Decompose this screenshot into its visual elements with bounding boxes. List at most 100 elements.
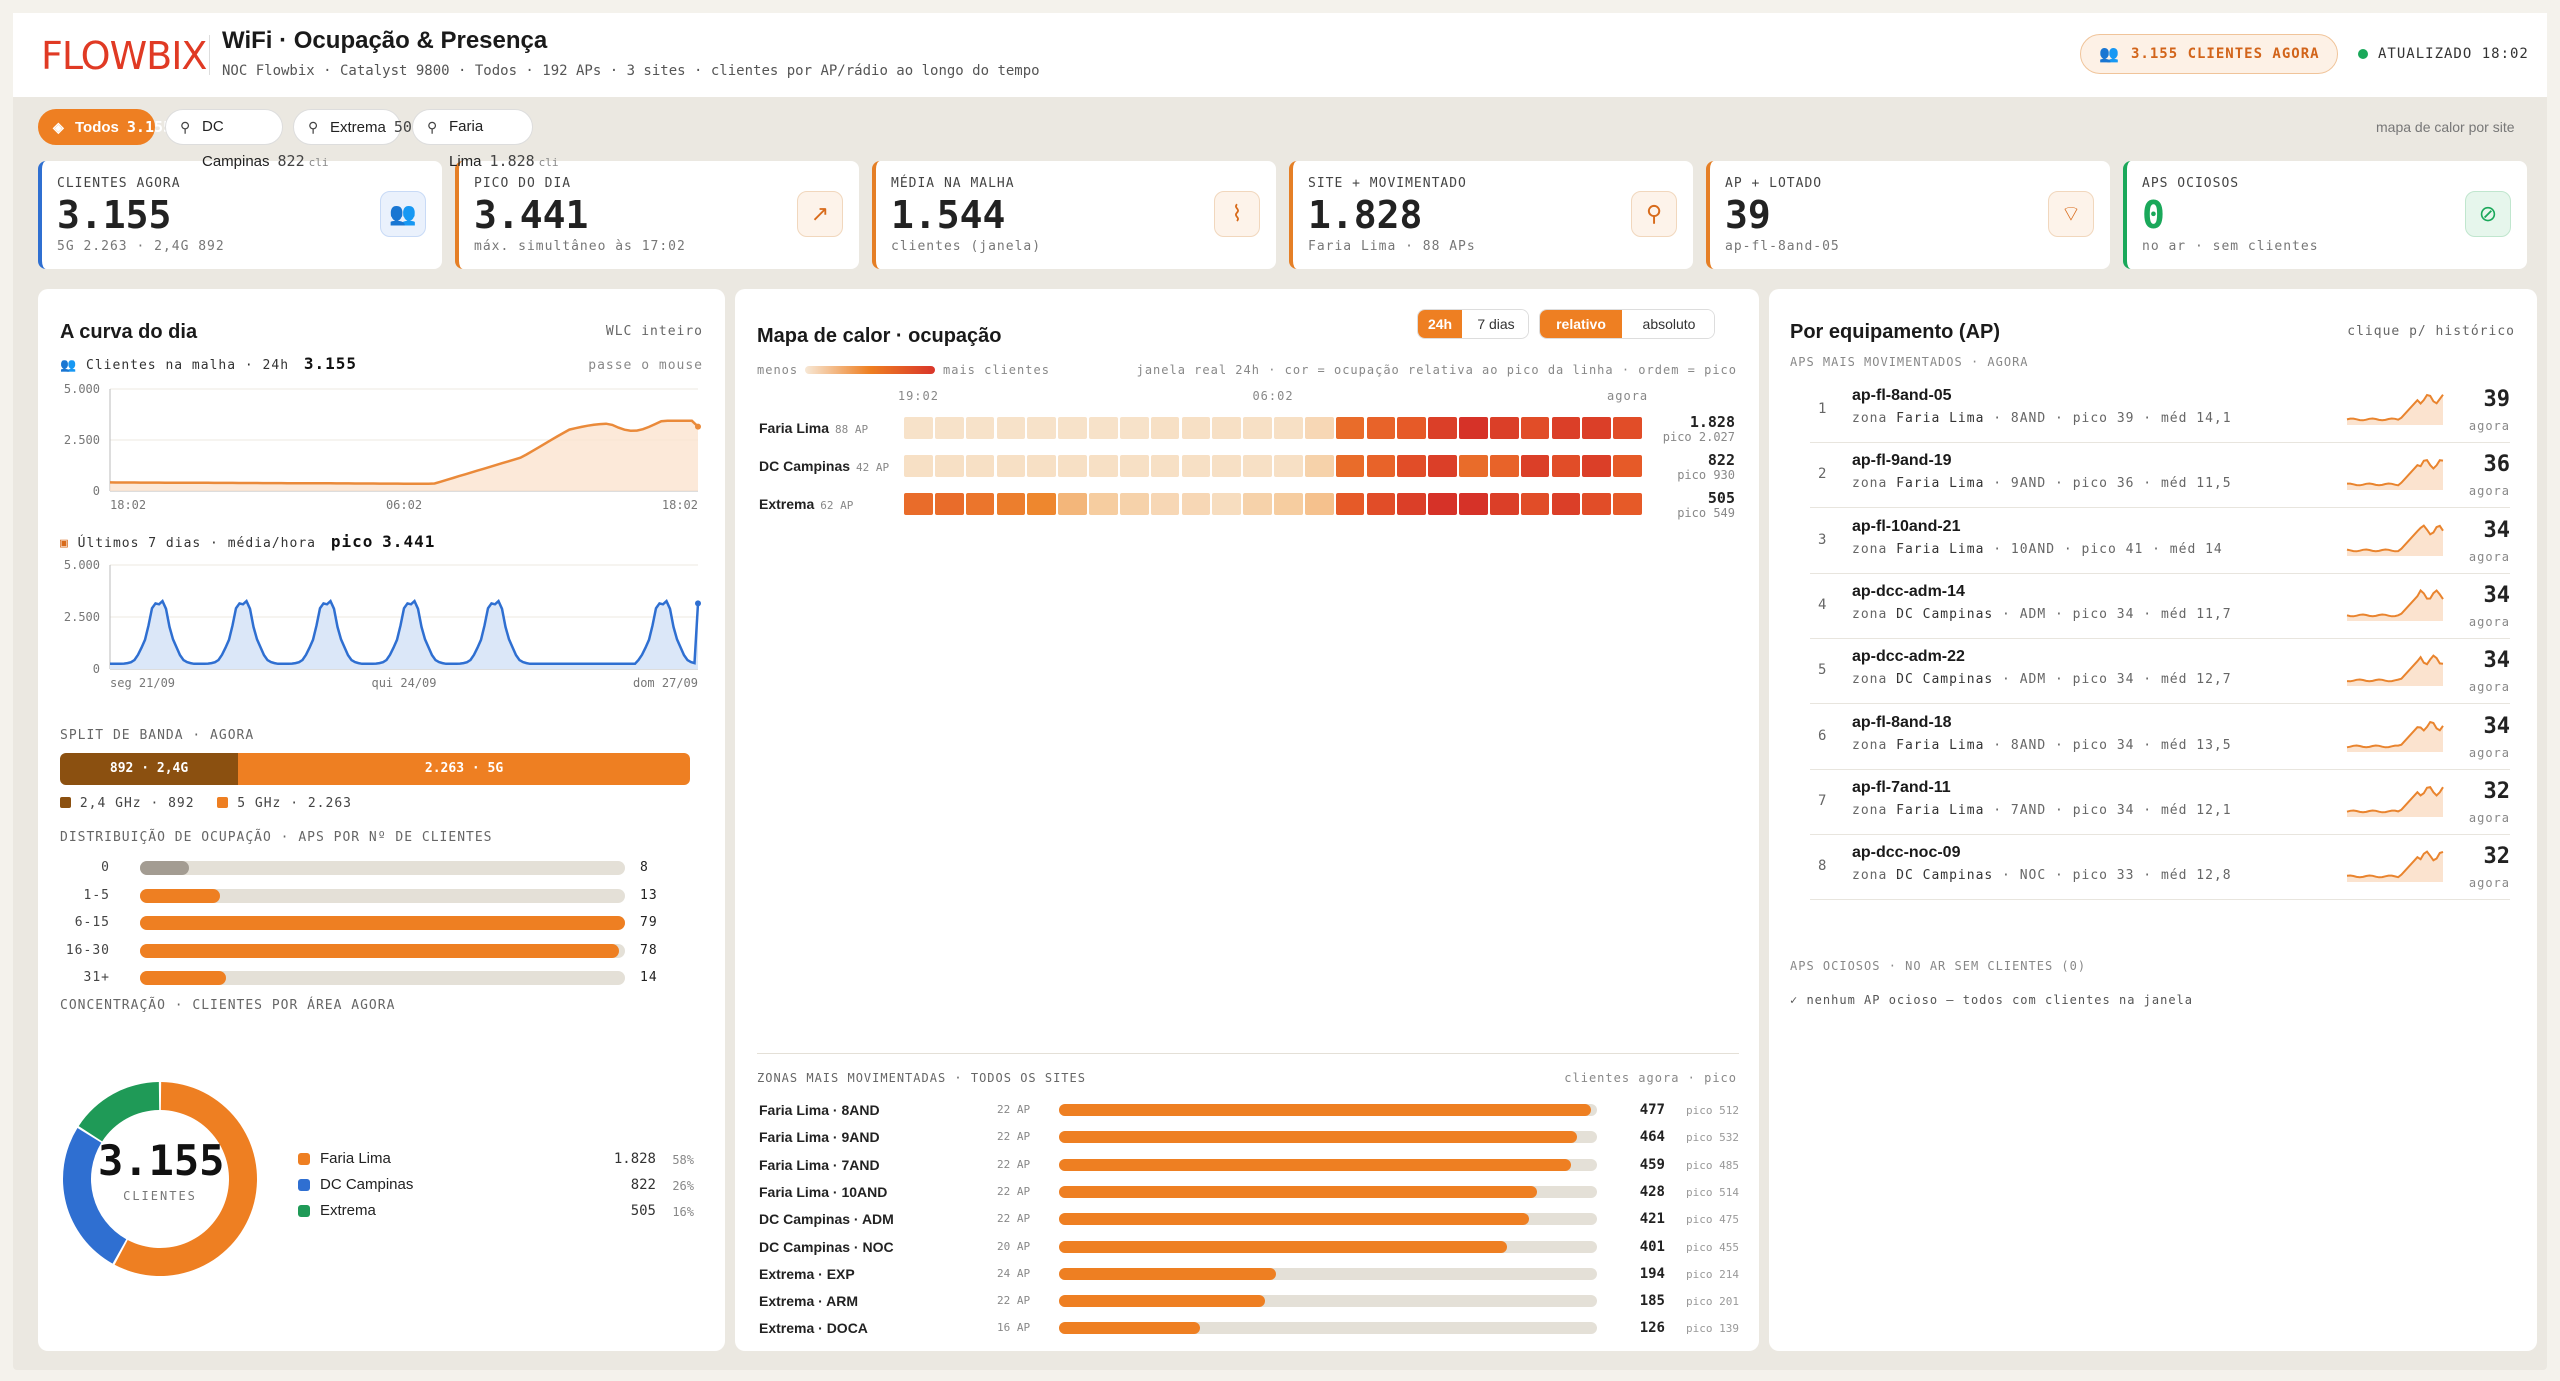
heatmap-cell[interactable]: [1274, 493, 1303, 515]
heatmap-cell[interactable]: [1058, 417, 1087, 439]
heatmap-cell[interactable]: [1181, 455, 1211, 477]
heatmap-cell[interactable]: [1397, 417, 1427, 439]
heatmap-cell[interactable]: [1366, 455, 1396, 477]
concentration-donut-chart[interactable]: [60, 1079, 260, 1279]
today-area-chart[interactable]: 5.000 2.500 0 18:02 06:02 18:02: [38, 377, 725, 517]
heatmap-cell[interactable]: [996, 493, 1026, 515]
heatmap-cell[interactable]: [1520, 417, 1550, 439]
donut-slice-dc-campinas[interactable]: [63, 1128, 127, 1264]
heatmap-cell[interactable]: [1119, 417, 1149, 439]
heatmap-cell[interactable]: [934, 493, 964, 515]
heatmap-cell[interactable]: [1119, 455, 1149, 477]
kpi-card-m-dia-na-malha[interactable]: MÉDIA NA MALHA 1.544 clientes (janela) ⌇: [872, 161, 1276, 269]
heatmap-cell[interactable]: [1150, 455, 1180, 477]
heatmap-cell[interactable]: [1058, 493, 1087, 515]
heatmap-cell[interactable]: [934, 417, 964, 439]
mode-option-absolute[interactable]: absoluto: [1622, 310, 1714, 338]
heatmap-cell[interactable]: [1335, 455, 1365, 477]
kpi-card-clientes-agora[interactable]: CLIENTES AGORA 3.155 5G 2.263 · 2,4G 892 👥: [38, 161, 442, 269]
heatmap-cell[interactable]: [1582, 455, 1612, 477]
heatmap-cell[interactable]: [1520, 493, 1550, 515]
heatmap-cell[interactable]: [1459, 455, 1488, 477]
ap-row-ap-dcc-adm-22[interactable]: 5 ap-dcc-adm-22 zona DC Campinas · ADM · p…: [1810, 640, 2510, 705]
heatmap-cell[interactable]: [1212, 493, 1242, 515]
heatmap-cell[interactable]: [1489, 455, 1519, 477]
heatmap-cell[interactable]: [1243, 493, 1272, 515]
heatmap-cell[interactable]: [1366, 493, 1396, 515]
heatmap-cell[interactable]: [1027, 455, 1057, 477]
kpi-card-site-movimentado[interactable]: SITE + MOVIMENTADO 1.828 Faria Lima · 88 A…: [1289, 161, 1693, 269]
heatmap-cell[interactable]: [1520, 455, 1550, 477]
heatmap-cell[interactable]: [1150, 493, 1180, 515]
heatmap-cell[interactable]: [1582, 493, 1612, 515]
heatmap-cell[interactable]: [965, 417, 995, 439]
heatmap-cell[interactable]: [1027, 417, 1057, 439]
filter-chip-faria-lima[interactable]: ⚲ Faria Lima 1.828 cli: [412, 109, 559, 170]
heatmap-cell[interactable]: [1335, 493, 1365, 515]
heatmap-cell[interactable]: [1397, 493, 1427, 515]
filter-chip-extrema[interactable]: ⚲Extrema505cli: [293, 109, 445, 145]
heatmap-cell[interactable]: [1150, 417, 1180, 439]
heatmap-cell[interactable]: [1489, 493, 1519, 515]
ap-row-ap-fl-10and-21[interactable]: 3 ap-fl-10and-21 zona Faria Lima · 10AND ·…: [1810, 510, 2510, 574]
heatmap-by-site-link[interactable]: mapa de calor por site: [2376, 119, 2515, 135]
heatmap-cell[interactable]: [1551, 493, 1581, 515]
heatmap-cell[interactable]: [1428, 493, 1457, 515]
heatmap-cell[interactable]: [1089, 417, 1118, 439]
ap-row-ap-fl-7and-11[interactable]: 7 ap-fl-7and-11 zona Faria Lima · 7AND · p…: [1810, 771, 2510, 835]
heatmap-cell[interactable]: [965, 493, 995, 515]
heatmap-cell[interactable]: [996, 455, 1026, 477]
heatmap-cell[interactable]: [1428, 417, 1457, 439]
heatmap-cell[interactable]: [1551, 417, 1581, 439]
heatmap-cell[interactable]: [934, 455, 964, 477]
heatmap-cell[interactable]: [965, 455, 995, 477]
heatmap-cell[interactable]: [1119, 493, 1149, 515]
heatmap-cell[interactable]: [1304, 455, 1334, 477]
heatmap-cell[interactable]: [1212, 455, 1242, 477]
heatmap-cell[interactable]: [1428, 455, 1457, 477]
ap-row-ap-dcc-adm-14[interactable]: 4 ap-dcc-adm-14 zona DC Campinas · ADM · p…: [1810, 575, 2510, 639]
heatmap-cell[interactable]: [904, 455, 933, 477]
heatmap-cell[interactable]: [1243, 417, 1272, 439]
kpi-card-ap-lotado[interactable]: AP + LOTADO 39 ap-fl-8and-05 ⌔: [1706, 161, 2110, 269]
heatmap-cell[interactable]: [904, 417, 933, 439]
heatmap-cell[interactable]: [1366, 417, 1396, 439]
ap-row-ap-fl-8and-18[interactable]: 6 ap-fl-8and-18 zona Faria Lima · 8AND · p…: [1810, 706, 2510, 770]
heatmap-cell[interactable]: [1582, 417, 1612, 439]
kpi-card-pico-do-dia[interactable]: PICO DO DIA 3.441 máx. simultâneo às 17:02…: [455, 161, 859, 269]
heatmap-cell[interactable]: [1304, 417, 1334, 439]
heatmap-cell[interactable]: [1212, 417, 1242, 439]
range-option-7d[interactable]: 7 dias: [1462, 310, 1528, 338]
heatmap-cell[interactable]: [1489, 417, 1519, 439]
heatmap-cell[interactable]: [1027, 493, 1057, 515]
heatmap-cell[interactable]: [1274, 455, 1303, 477]
heatmap-cell[interactable]: [996, 417, 1026, 439]
heatmap-cell[interactable]: [1397, 455, 1427, 477]
ap-row-ap-fl-8and-05[interactable]: 1 ap-fl-8and-05 zona Faria Lima · 8AND · p…: [1810, 379, 2510, 443]
heatmap-cell[interactable]: [1304, 493, 1334, 515]
heatmap-cell[interactable]: [1459, 493, 1488, 515]
heatmap-cell[interactable]: [1089, 455, 1118, 477]
filter-chip-dc-campinas[interactable]: ⚲ DC Campinas 822 cli: [165, 109, 329, 170]
week-line-chart[interactable]: 5.000 2.500 0 seg 21/09 qui 24/09 dom 27/09: [38, 555, 725, 695]
ap-row-ap-fl-9and-19[interactable]: 2 ap-fl-9and-19 zona Faria Lima · 9AND · p…: [1810, 444, 2510, 509]
heatmap-cell[interactable]: [1613, 493, 1642, 515]
heatmap-cell[interactable]: [1243, 455, 1272, 477]
kpi-card-aps-ociosos[interactable]: APS OCIOSOS 0 no ar · sem clientes ⊘: [2123, 161, 2527, 269]
heatmap-cell[interactable]: [1181, 493, 1211, 515]
donut-slice-extrema[interactable]: [78, 1082, 160, 1142]
heatmap-cell[interactable]: [1335, 417, 1365, 439]
heatmap-cell[interactable]: [1613, 417, 1642, 439]
donut-slice-faria-lima[interactable]: [114, 1082, 257, 1276]
heatmap-cell[interactable]: [904, 493, 933, 515]
heatmap-cell[interactable]: [1613, 455, 1642, 477]
heatmap-cell[interactable]: [1089, 493, 1118, 515]
heatmap-cell[interactable]: [1551, 455, 1581, 477]
heatmap-cell[interactable]: [1459, 417, 1488, 439]
mode-option-relative[interactable]: relativo: [1540, 310, 1622, 338]
ap-row-ap-dcc-noc-09[interactable]: 8 ap-dcc-noc-09 zona DC Campinas · NOC · p…: [1810, 836, 2510, 901]
heatmap-cell[interactable]: [1274, 417, 1303, 439]
heatmap-cell[interactable]: [1058, 455, 1087, 477]
range-option-24h[interactable]: 24h: [1418, 310, 1462, 338]
